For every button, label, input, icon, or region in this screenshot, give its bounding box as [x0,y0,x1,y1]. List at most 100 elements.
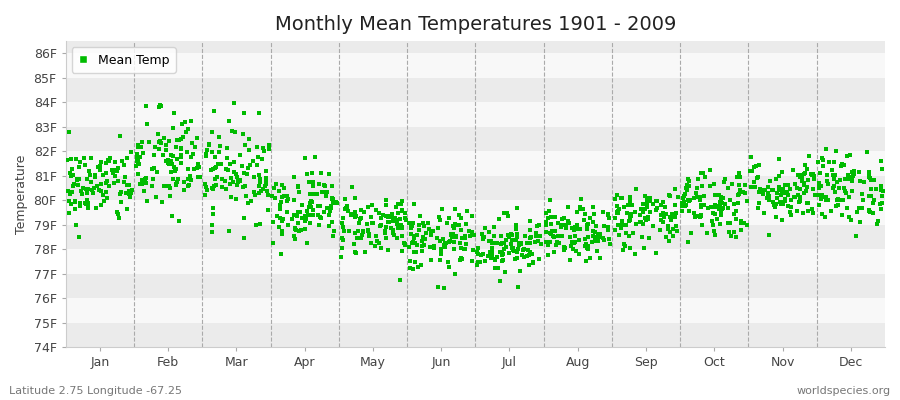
Point [100,178,114,184]
Point [819,193,833,200]
Point [458,241,473,247]
Point [298,155,312,161]
Point [708,192,723,198]
Point [118,174,132,180]
Point [444,232,458,239]
Point [163,184,177,191]
Point [237,110,251,116]
Point [498,269,512,276]
Point [509,249,524,256]
Point [397,240,411,246]
Point [280,198,294,205]
Point [272,224,286,231]
Point [597,237,611,244]
Point [745,168,760,174]
Point [718,176,733,182]
Point [261,207,275,214]
Point [496,251,510,257]
Point [512,240,526,246]
Point [385,229,400,236]
Point [212,143,227,149]
Point [335,220,349,226]
Point [381,246,395,253]
Point [875,193,889,200]
Point [510,284,525,290]
Point [693,194,707,201]
Point [490,254,504,260]
Point [845,168,859,175]
Point [290,212,304,219]
Point [423,257,437,263]
Point [812,202,826,209]
Point [841,171,855,178]
Point [523,227,537,233]
Point [221,167,236,173]
Point [175,152,189,158]
Point [326,233,340,240]
Point [158,142,173,148]
Point [654,217,669,223]
Point [616,204,631,210]
Point [417,242,431,248]
Point [256,145,270,151]
Point [836,162,850,168]
Point [508,256,522,262]
Point [70,176,85,182]
Point [812,184,826,190]
Text: Latitude 2.75 Longitude -67.25: Latitude 2.75 Longitude -67.25 [9,386,182,396]
Point [514,240,528,247]
Point [229,196,243,202]
Point [410,263,425,270]
Point [821,197,835,204]
Point [652,227,667,233]
Point [703,167,717,173]
Point [112,132,127,139]
Point [836,197,850,203]
Point [287,233,302,240]
Point [274,194,289,200]
Point [795,178,809,185]
Point [755,191,770,197]
Point [319,193,333,199]
Point [593,255,608,261]
Point [586,228,600,234]
Point [252,183,266,189]
Point [358,248,373,255]
Point [175,146,189,152]
Point [703,182,717,189]
Point [508,236,523,243]
Point [238,193,253,199]
Point [81,204,95,211]
Point [94,181,108,187]
Point [159,158,174,164]
Point [139,180,153,186]
Point [407,232,421,239]
Point [442,239,456,246]
Point [643,194,657,201]
Point [256,186,271,192]
Point [819,146,833,152]
Point [130,151,144,158]
Point [690,194,705,200]
Point [827,159,842,166]
Point [737,190,751,196]
Point [760,190,775,196]
Point [814,155,829,162]
Point [370,238,384,245]
Point [623,212,637,218]
Point [861,174,876,180]
Point [199,153,213,160]
Point [147,164,161,171]
Point [734,227,749,234]
Point [505,244,519,251]
Point [508,237,522,243]
Point [545,228,560,234]
Point [781,182,796,188]
Point [399,217,413,224]
Point [706,228,721,235]
Point [554,216,569,222]
Point [515,252,529,258]
Point [164,158,178,165]
Point [644,198,658,205]
Point [616,218,630,224]
